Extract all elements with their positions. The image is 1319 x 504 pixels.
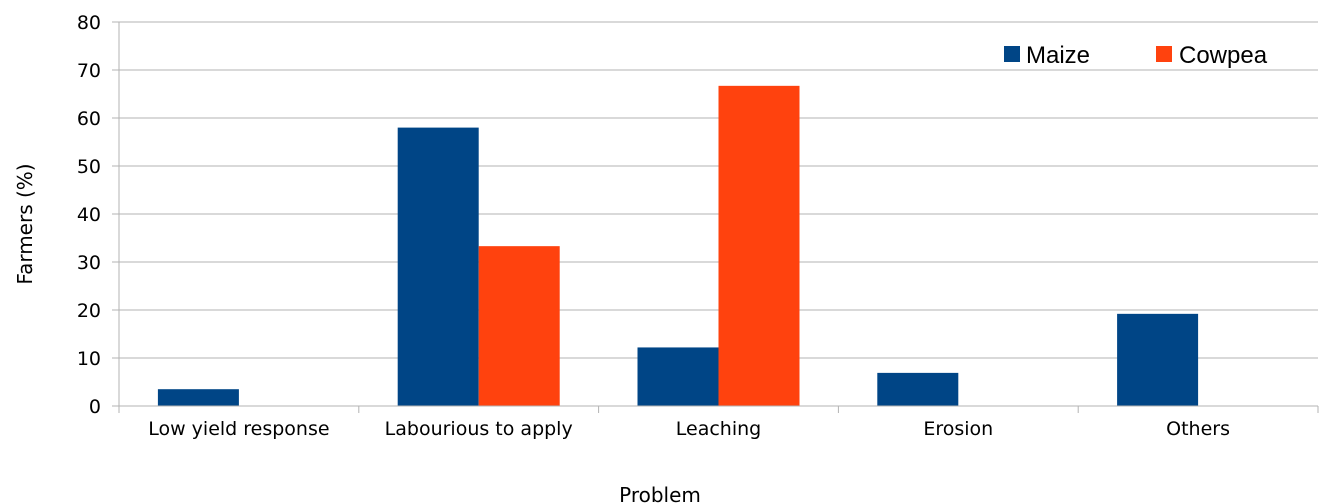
y-tick-label: 20 (77, 300, 101, 322)
x-tick-label: Erosion (923, 418, 993, 440)
y-tick-label: 0 (89, 396, 101, 418)
y-tick-label: 80 (77, 12, 101, 34)
x-tick-label: Others (1166, 418, 1230, 440)
bar-maize-1 (157, 389, 239, 406)
y-tick-label: 70 (77, 60, 101, 82)
y-tick-label: 40 (77, 204, 101, 226)
y-tick-label: 60 (77, 108, 101, 130)
legend-swatch-cowpea (1156, 46, 1172, 62)
x-tick-label: Labourious to apply (385, 418, 573, 440)
bar-cowpea-2 (478, 246, 560, 406)
legend: Maize Cowpea (1004, 42, 1268, 69)
bar-maize-2 (397, 127, 479, 406)
bar-maize-3 (637, 347, 719, 406)
bar-maize-5 (1117, 313, 1199, 406)
x-axis-ticks: Low yield response Labourious to apply Lea… (118, 406, 1319, 440)
x-tick-label: Leaching (676, 418, 761, 440)
legend-label-cowpea: Cowpea (1179, 42, 1268, 69)
x-axis-title: Problem (619, 483, 701, 504)
y-tick-label: 30 (77, 252, 101, 274)
y-tick-label: 10 (77, 348, 101, 370)
legend-swatch-maize (1004, 46, 1020, 62)
bar-maize-4 (877, 372, 959, 406)
bar-cowpea-3 (718, 85, 800, 406)
y-axis-ticks: 0 10 20 30 40 50 60 70 80 (77, 12, 119, 418)
bars (157, 85, 1199, 406)
legend-label-maize: Maize (1026, 42, 1090, 69)
y-axis-title: Farmers (%) (13, 163, 37, 284)
y-tick-label: 50 (77, 156, 101, 178)
x-tick-label: Low yield response (148, 418, 329, 440)
